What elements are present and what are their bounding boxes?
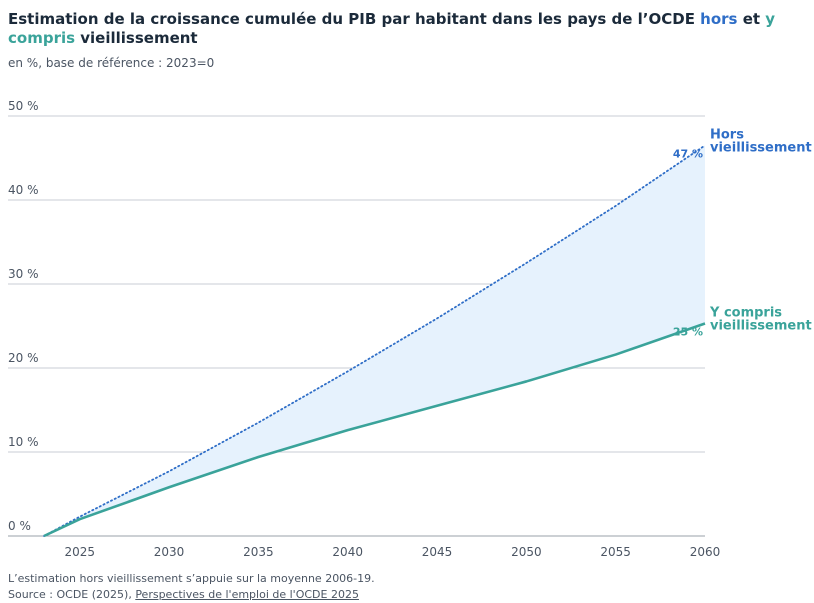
footer-note: L’estimation hors vieillissement s’appui… [8, 572, 375, 585]
series-label-ycompris-1: vieillissement [710, 318, 812, 333]
source-prefix: Source : OCDE (2025), [8, 588, 136, 601]
series-label-hors-0: Hors [710, 127, 744, 142]
chart-footer: L’estimation hors vieillissement s’appui… [8, 571, 375, 603]
x-tick-label-2060: 2060 [690, 545, 721, 559]
x-tick-label-2050: 2050 [511, 545, 542, 559]
chart-subtitle: en %, base de référence : 2023=0 [8, 56, 215, 70]
title-hors: hors [700, 10, 738, 28]
axis-layer: 0 % 10 % 20 % 30 % 40 % 50 % 2025 2030 2035 2040 2… [8, 99, 720, 559]
series-line-ycompris [43, 322, 706, 538]
title-ycompris: y compris [8, 10, 776, 47]
y-tick-label-50: 50 % [8, 99, 39, 113]
x-tick-label-2055: 2055 [600, 545, 631, 559]
series-label-ycompris-0: Y compris [709, 305, 782, 320]
title-end: vieillissement [75, 29, 198, 47]
line-layer [43, 144, 706, 538]
end-value-label-ycompris: 25 % [673, 325, 703, 338]
x-tick-label-2040: 2040 [332, 545, 363, 559]
y-tick-label-0: 0 % [8, 519, 31, 533]
x-tick-label-2030: 2030 [154, 545, 185, 559]
area-layer [44, 145, 705, 536]
y-tick-label-40: 40 % [8, 183, 39, 197]
title-et: et [737, 10, 766, 28]
y-tick-label-10: 10 % [8, 435, 39, 449]
source-link[interactable]: Perspectives de l'emploi de l'OCDE 2025 [135, 588, 359, 601]
x-tick-label-2025: 2025 [64, 545, 95, 559]
end-value-label-hors: 47 % [673, 147, 703, 160]
series-line-hors [43, 144, 706, 537]
title-main: Estimation de la croissance cumulée du P… [8, 10, 701, 28]
series-label-hors-1: vieillissement [710, 140, 812, 155]
footer-source: Source : OCDE (2025), Perspectives de l'… [8, 587, 375, 603]
y-tick-label-20: 20 % [8, 351, 39, 365]
shaded-area [44, 145, 705, 536]
y-tick-label-30: 30 % [8, 267, 39, 281]
x-tick-label-2045: 2045 [422, 545, 453, 559]
x-tick-label-2035: 2035 [243, 545, 274, 559]
chart-title: Estimation de la croissance cumulée du P… [8, 10, 798, 48]
